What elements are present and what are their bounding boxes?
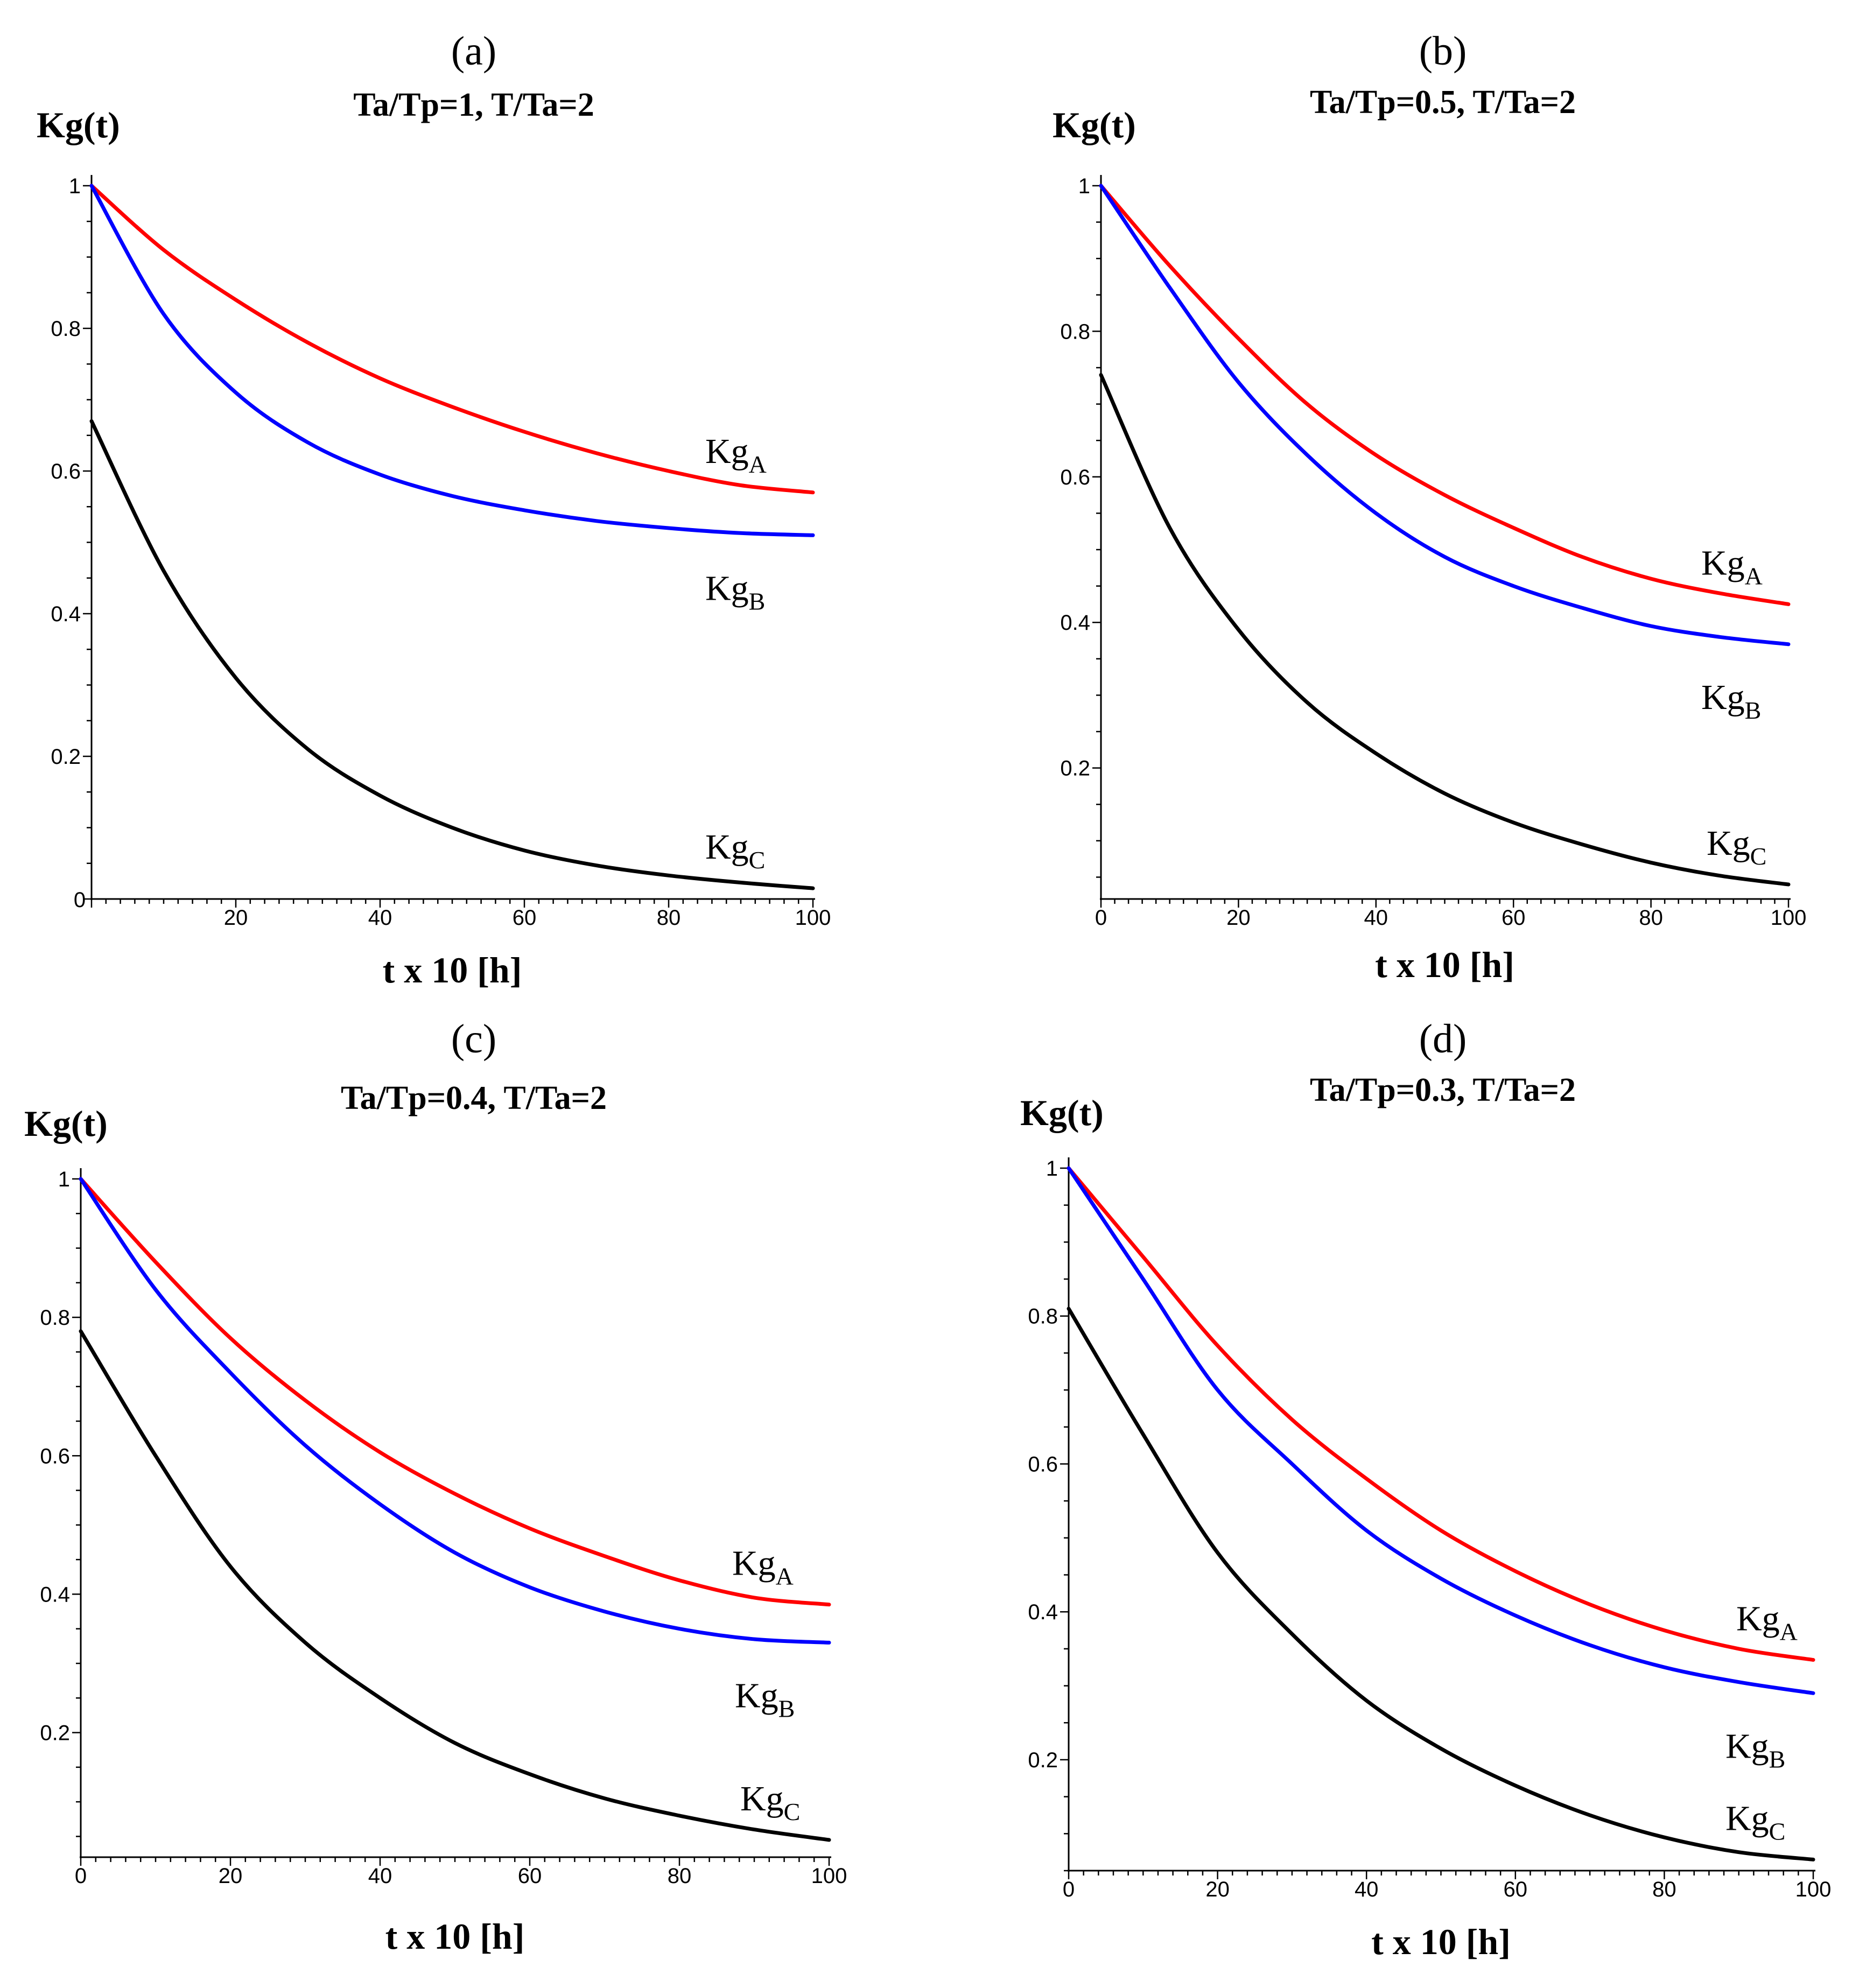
series-line-kgc xyxy=(89,419,815,890)
y-tick-label: 0.6 xyxy=(1060,466,1090,489)
x-tick-label: 20 xyxy=(224,906,248,930)
x-tick-label: 60 xyxy=(518,1864,542,1888)
x-tick-label: 80 xyxy=(657,906,681,930)
series-label-kgb: KgB xyxy=(705,568,765,615)
x-tick-label: 80 xyxy=(1652,1878,1676,1901)
series-label-kgc: KgC xyxy=(740,1779,800,1825)
y-tick-label: 1 xyxy=(1078,174,1090,198)
y-tick-label: 1 xyxy=(58,1168,70,1191)
x-tick-label: 20 xyxy=(219,1864,243,1888)
panel-label: (a) xyxy=(451,29,496,74)
chart-panel-d: (d) Ta/Tp=0.3, T/Ta=2 Kg(t) 0 20 40 60 80 100 0.2… xyxy=(1020,1016,1831,1962)
series-label-kgc: KgC xyxy=(705,827,765,874)
chart-panel-c: (c) Ta/Tp=0.4, T/Ta=2 Kg(t) 0 20 40 60 80 100 0.2… xyxy=(24,1016,847,1957)
x-tick-label: 20 xyxy=(1226,906,1251,930)
chart-title: Ta/Tp=0.3, T/Ta=2 xyxy=(1310,1072,1576,1108)
y-tick-label: 0.4 xyxy=(1060,611,1090,635)
x-tick-label: 0 xyxy=(1095,906,1107,930)
series-line-kgb xyxy=(79,1177,831,1645)
x-tick-label: 40 xyxy=(368,906,392,930)
x-tick-label: 100 xyxy=(1795,1878,1832,1901)
y-axis-label: Kg(t) xyxy=(1020,1092,1104,1133)
y-tick-label: 0.6 xyxy=(1028,1452,1058,1476)
x-tick-label: 0 xyxy=(1063,1878,1075,1901)
x-tick-label: 20 xyxy=(1205,1878,1230,1901)
y-tick-label: 0.6 xyxy=(51,460,81,483)
series-line-kgc xyxy=(1067,1306,1815,1861)
series-line-kgc xyxy=(1099,373,1791,887)
y-tick-label: 0.4 xyxy=(1028,1600,1058,1624)
series-label-kgc: KgC xyxy=(1707,824,1766,870)
series-line-kgc xyxy=(79,1329,831,1842)
panel-label: (b) xyxy=(1419,29,1467,74)
series-line-kga xyxy=(89,184,815,495)
y-tick-label: 1 xyxy=(69,174,81,198)
x-axis-label: t x 10 [h] xyxy=(1371,1921,1511,1962)
y-tick-label: 0.2 xyxy=(40,1722,70,1745)
y-tick-label: 0.2 xyxy=(1060,757,1090,781)
x-axis-label: t x 10 [h] xyxy=(1375,944,1514,985)
x-tick-label: 40 xyxy=(1364,906,1388,930)
chart-title: Ta/Tp=0.5, T/Ta=2 xyxy=(1310,84,1576,121)
x-tick-label: 80 xyxy=(1639,906,1663,930)
series-line-kgb xyxy=(1067,1166,1815,1695)
y-tick-label: 0.2 xyxy=(51,745,81,769)
y-tick-label: 0.6 xyxy=(40,1444,70,1468)
series-line-kgb xyxy=(1099,184,1791,647)
y-tick-label: 1 xyxy=(1046,1157,1058,1181)
x-tick-label: 60 xyxy=(1504,1878,1528,1901)
y-tick-label: 0.4 xyxy=(40,1583,70,1606)
y-tick-label: 0.2 xyxy=(1028,1748,1058,1772)
y-tick-label: 0.8 xyxy=(51,317,81,341)
series-label-kga: KgA xyxy=(1701,543,1763,589)
chart-panel-a: (a) Ta/Tp=1, T/Ta=2 Kg(t) 20 40 60 80 100 0 0.2 0.… xyxy=(37,29,831,991)
chart-title: Ta/Tp=0.4, T/Ta=2 xyxy=(341,1080,607,1116)
y-axis-label: Kg(t) xyxy=(1053,104,1136,145)
y-axis-label: Kg(t) xyxy=(37,104,120,145)
y-axis-label: Kg(t) xyxy=(24,1103,108,1144)
series-label-kga: KgA xyxy=(1736,1599,1798,1646)
series-line-kga xyxy=(1099,184,1791,606)
y-tick-label: 0.8 xyxy=(1028,1305,1058,1329)
y-tick-label: 0.4 xyxy=(51,602,81,626)
x-tick-label: 40 xyxy=(368,1864,392,1888)
series-label-kga: KgA xyxy=(732,1544,794,1590)
x-axis-label: t x 10 [h] xyxy=(383,950,522,991)
series-label-kgb: KgB xyxy=(735,1676,795,1722)
x-tick-label: 100 xyxy=(811,1864,847,1888)
chart-panel-b: (b) Ta/Tp=0.5, T/Ta=2 Kg(t) 0 20 40 60 80 100 0.2… xyxy=(1053,29,1806,985)
series-line-kga xyxy=(79,1177,831,1607)
y-tick-label: 0.8 xyxy=(1060,320,1090,343)
chart-title: Ta/Tp=1, T/Ta=2 xyxy=(353,87,594,123)
x-tick-label: 0 xyxy=(75,1864,87,1888)
x-tick-label: 80 xyxy=(668,1864,692,1888)
x-tick-label: 60 xyxy=(1502,906,1526,930)
x-axis-label: t x 10 [h] xyxy=(385,1916,525,1957)
series-label-kgc: KgC xyxy=(1725,1799,1785,1845)
x-tick-label: 60 xyxy=(513,906,537,930)
series-line-kgb xyxy=(89,184,815,537)
series-label-kga: KgA xyxy=(705,432,767,478)
series-label-kgb: KgB xyxy=(1725,1726,1785,1773)
origin-tick-label: 0 xyxy=(74,888,86,912)
panel-label: (d) xyxy=(1419,1016,1467,1062)
panel-label: (c) xyxy=(451,1016,496,1062)
series-line-kga xyxy=(1067,1166,1815,1662)
x-tick-label: 100 xyxy=(795,906,831,930)
x-tick-label: 40 xyxy=(1355,1878,1379,1901)
y-tick-label: 0.8 xyxy=(40,1306,70,1330)
x-tick-label: 100 xyxy=(1771,906,1807,930)
series-label-kgb: KgB xyxy=(1701,678,1761,724)
